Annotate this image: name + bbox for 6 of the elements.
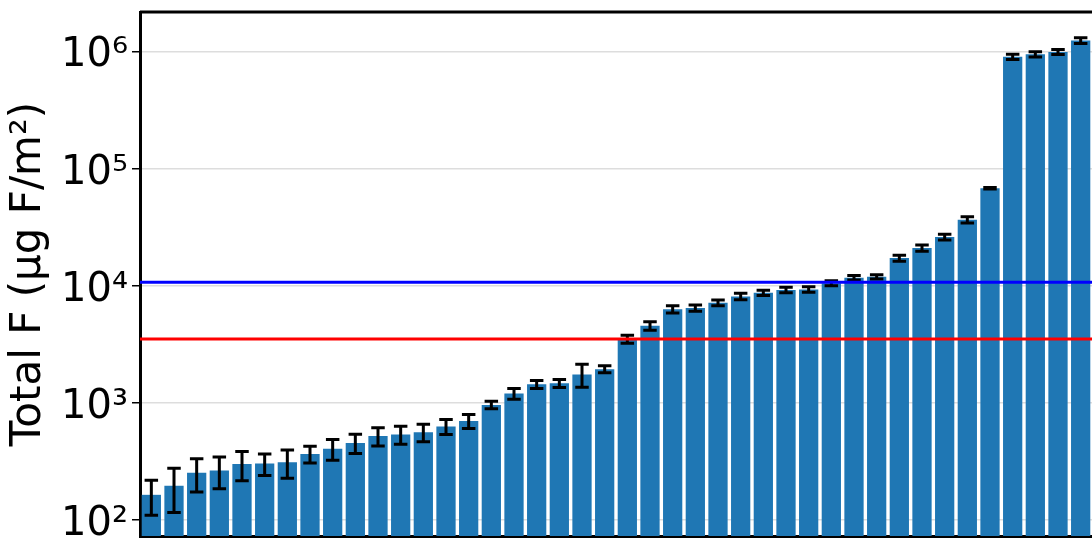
y-tick-label: 10⁵ bbox=[61, 146, 128, 193]
y-tick-label: 10⁶ bbox=[61, 29, 128, 76]
y-tick-label: 10⁴ bbox=[61, 263, 128, 310]
y-tick-label: 10³ bbox=[61, 380, 128, 427]
y-tick-label: 10² bbox=[61, 497, 128, 544]
y-axis-title: Total F (µg F/m²) bbox=[1, 101, 51, 448]
